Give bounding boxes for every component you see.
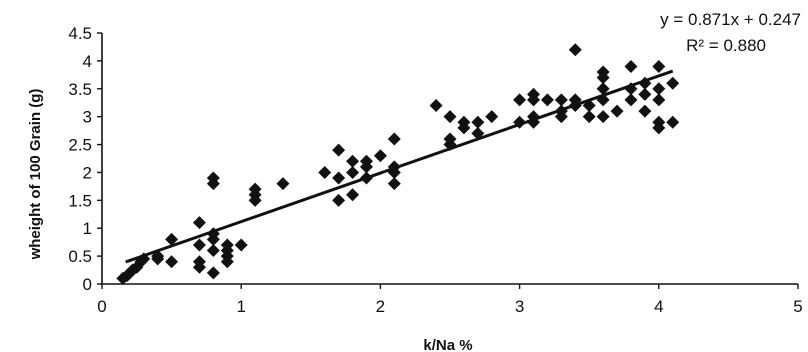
x-tick-label: 0: [97, 297, 106, 316]
y-tick-label: 0.5: [68, 247, 92, 266]
data-point: [638, 87, 652, 101]
data-point: [332, 193, 346, 207]
data-point: [206, 232, 220, 246]
data-point: [652, 121, 666, 135]
y-tick-label: 2.5: [68, 136, 92, 155]
y-axis-title: wheight of 100 Grain (g): [27, 89, 44, 261]
trendline: [125, 69, 674, 264]
data-point: [540, 93, 554, 107]
data-point: [554, 110, 568, 124]
data-point: [192, 216, 206, 230]
data-point: [457, 121, 471, 135]
data-point: [596, 110, 610, 124]
data-point: [192, 238, 206, 252]
data-point: [346, 188, 360, 202]
data-point: [373, 149, 387, 163]
data-point: [666, 76, 680, 90]
data-point: [429, 99, 443, 113]
data-point: [234, 238, 248, 252]
data-point: [596, 71, 610, 85]
y-tick-label: 1.5: [68, 191, 92, 210]
data-point: [610, 104, 624, 118]
trendline-equation: y = 0.871x + 0.247: [660, 10, 801, 29]
data-point: [568, 43, 582, 57]
data-point: [471, 115, 485, 129]
data-point: [206, 266, 220, 280]
data-point: [596, 82, 610, 96]
data-point: [220, 255, 234, 269]
data-point: [513, 93, 527, 107]
data-point: [165, 255, 179, 269]
data-point: [346, 165, 360, 179]
data-point: [582, 110, 596, 124]
data-point: [276, 177, 290, 191]
data-point: [206, 244, 220, 258]
data-point: [638, 104, 652, 118]
y-tick-label: 3.5: [68, 80, 92, 99]
data-point: [527, 93, 541, 107]
data-point: [387, 132, 401, 146]
data-point: [192, 260, 206, 274]
data-point: [485, 110, 499, 124]
y-tick-label: 0: [83, 275, 92, 294]
x-tick-label: 3: [515, 297, 524, 316]
data-point: [318, 165, 332, 179]
data-point: [652, 93, 666, 107]
trendline-group: [125, 69, 674, 264]
y-tick-label: 2: [83, 163, 92, 182]
data-point: [206, 171, 220, 185]
y-tick-label: 4.5: [68, 24, 92, 43]
data-point: [165, 232, 179, 246]
y-tick-label: 3: [83, 108, 92, 127]
data-point: [652, 82, 666, 96]
data-point: [332, 143, 346, 157]
data-point: [624, 93, 638, 107]
data-point: [652, 59, 666, 73]
axes: [97, 32, 799, 289]
data-point: [624, 59, 638, 73]
x-tick-label: 1: [236, 297, 245, 316]
y-tick-label: 1: [83, 219, 92, 238]
data-point: [387, 177, 401, 191]
x-tick-label: 4: [654, 297, 663, 316]
data-point: [666, 115, 680, 129]
data-point: [332, 171, 346, 185]
data-point: [359, 160, 373, 174]
data-point: [443, 110, 457, 124]
tick-labels: 0 0.5 1 1.5 2 2.5 3 3.5 4 4.5 0 1 2 3 4 5: [68, 24, 802, 316]
data-point: [554, 93, 568, 107]
y-tick-label: 4: [83, 52, 92, 71]
x-tick-label: 5: [793, 297, 802, 316]
x-tick-label: 2: [376, 297, 385, 316]
data-points: [116, 43, 680, 285]
data-point: [346, 154, 360, 168]
r-squared-label: R² = 0.880: [686, 36, 766, 55]
x-axis-title: k/Na %: [423, 337, 472, 352]
data-point: [116, 271, 130, 285]
data-point: [248, 193, 262, 207]
